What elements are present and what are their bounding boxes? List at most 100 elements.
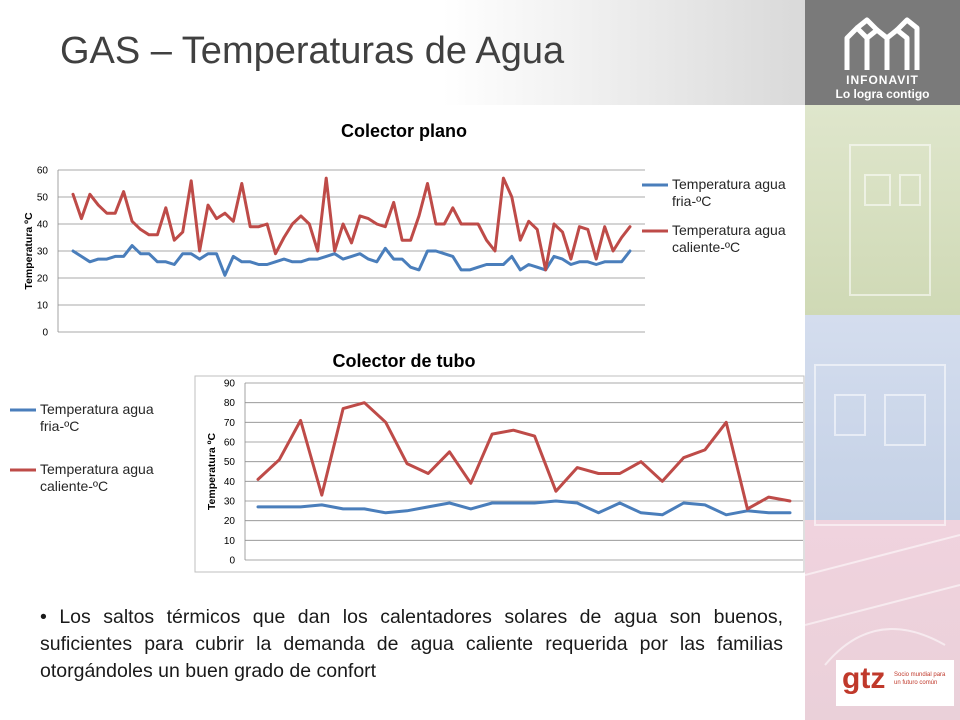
legend-entry: Temperatura agua fria-ºC (40, 401, 154, 434)
y-tick-label: 30 (37, 247, 49, 258)
data-point (334, 250, 336, 252)
data-point (72, 250, 74, 252)
side-band-blue (805, 315, 960, 520)
data-point (619, 472, 621, 475)
data-point (274, 253, 277, 255)
data-point (350, 242, 353, 244)
chart-frame (194, 375, 805, 573)
decorative-side-panel: INFONAVIT Lo logra contigo (805, 0, 960, 720)
data-point (283, 236, 285, 239)
data-point (683, 502, 685, 504)
y-tick-label: 70 (224, 418, 236, 429)
data-point (576, 467, 578, 469)
data-point (587, 228, 589, 230)
data-point (321, 504, 323, 506)
data-point (342, 223, 344, 225)
data-point (553, 255, 555, 257)
data-point (266, 263, 268, 266)
data-point (452, 207, 454, 209)
data-point (148, 234, 150, 236)
data-point (443, 253, 445, 255)
data-point (460, 223, 462, 225)
data-point (249, 261, 251, 263)
data-point (401, 258, 403, 260)
data-point (491, 502, 493, 504)
data-point (114, 212, 116, 214)
data-point (511, 196, 513, 198)
data-point (232, 220, 234, 222)
data-point (460, 269, 462, 271)
data-point (258, 226, 260, 228)
data-point (629, 250, 631, 252)
data-point (156, 261, 158, 263)
data-point (308, 223, 310, 225)
infonavit-houses-icon (844, 17, 920, 70)
data-point (376, 223, 378, 225)
data-point (406, 510, 408, 512)
data-point (207, 253, 209, 255)
y-tick-label: 20 (37, 274, 49, 285)
data-point (249, 226, 251, 228)
data-point (401, 239, 403, 241)
gtz-logo: gtz Socio mundial para un futuro común (836, 660, 954, 706)
data-point (384, 226, 386, 228)
y-tick-label: 60 (224, 438, 236, 449)
data-point (367, 218, 369, 220)
data-point (448, 502, 451, 504)
data-point (789, 500, 791, 502)
data-point (570, 263, 572, 266)
series-line-fria (256, 499, 792, 517)
data-point (342, 508, 344, 510)
y-tick-label: 80 (224, 398, 236, 409)
data-point (587, 261, 589, 263)
data-point (619, 502, 621, 504)
data-point (410, 239, 412, 241)
y-tick-label: 20 (224, 516, 236, 527)
data-point (123, 255, 125, 257)
data-point (435, 250, 437, 252)
data-point (363, 508, 365, 510)
data-point (156, 234, 158, 236)
data-point (173, 263, 175, 266)
data-point (80, 255, 82, 257)
data-point (612, 261, 614, 263)
data-point (502, 263, 504, 266)
data-point (165, 261, 167, 263)
data-point (232, 255, 234, 257)
data-point (536, 228, 538, 230)
data-point (426, 250, 429, 252)
data-point (704, 504, 706, 506)
data-point (427, 472, 429, 475)
data-point (317, 250, 319, 252)
data-point (334, 253, 336, 255)
data-point (257, 506, 259, 508)
data-point (561, 231, 564, 233)
data-point (165, 207, 167, 209)
data-point (131, 220, 133, 222)
y-tick-label: 0 (229, 556, 235, 567)
data-point (597, 512, 600, 514)
data-point (384, 247, 386, 249)
chart-title: Colector de tubo (333, 351, 476, 371)
data-point (89, 193, 91, 195)
legend-entry: Temperatura agua caliente-ºC (672, 222, 786, 255)
data-point (106, 258, 108, 260)
data-point (410, 266, 412, 268)
data-point (470, 482, 472, 484)
data-point (97, 204, 99, 206)
data-point (597, 472, 600, 475)
data-point (257, 478, 259, 480)
series-line-caliente (256, 401, 792, 511)
data-point (604, 226, 606, 228)
chart-title: Colector plano (341, 121, 467, 141)
data-point (291, 223, 293, 225)
title-band (0, 0, 805, 105)
data-point (725, 514, 727, 516)
data-point (317, 258, 319, 260)
data-point (452, 255, 454, 257)
data-point (418, 269, 420, 271)
y-axis-label: Temperatura ºC (23, 212, 35, 290)
data-point (494, 263, 496, 266)
data-point (477, 266, 479, 268)
data-point (148, 253, 150, 255)
